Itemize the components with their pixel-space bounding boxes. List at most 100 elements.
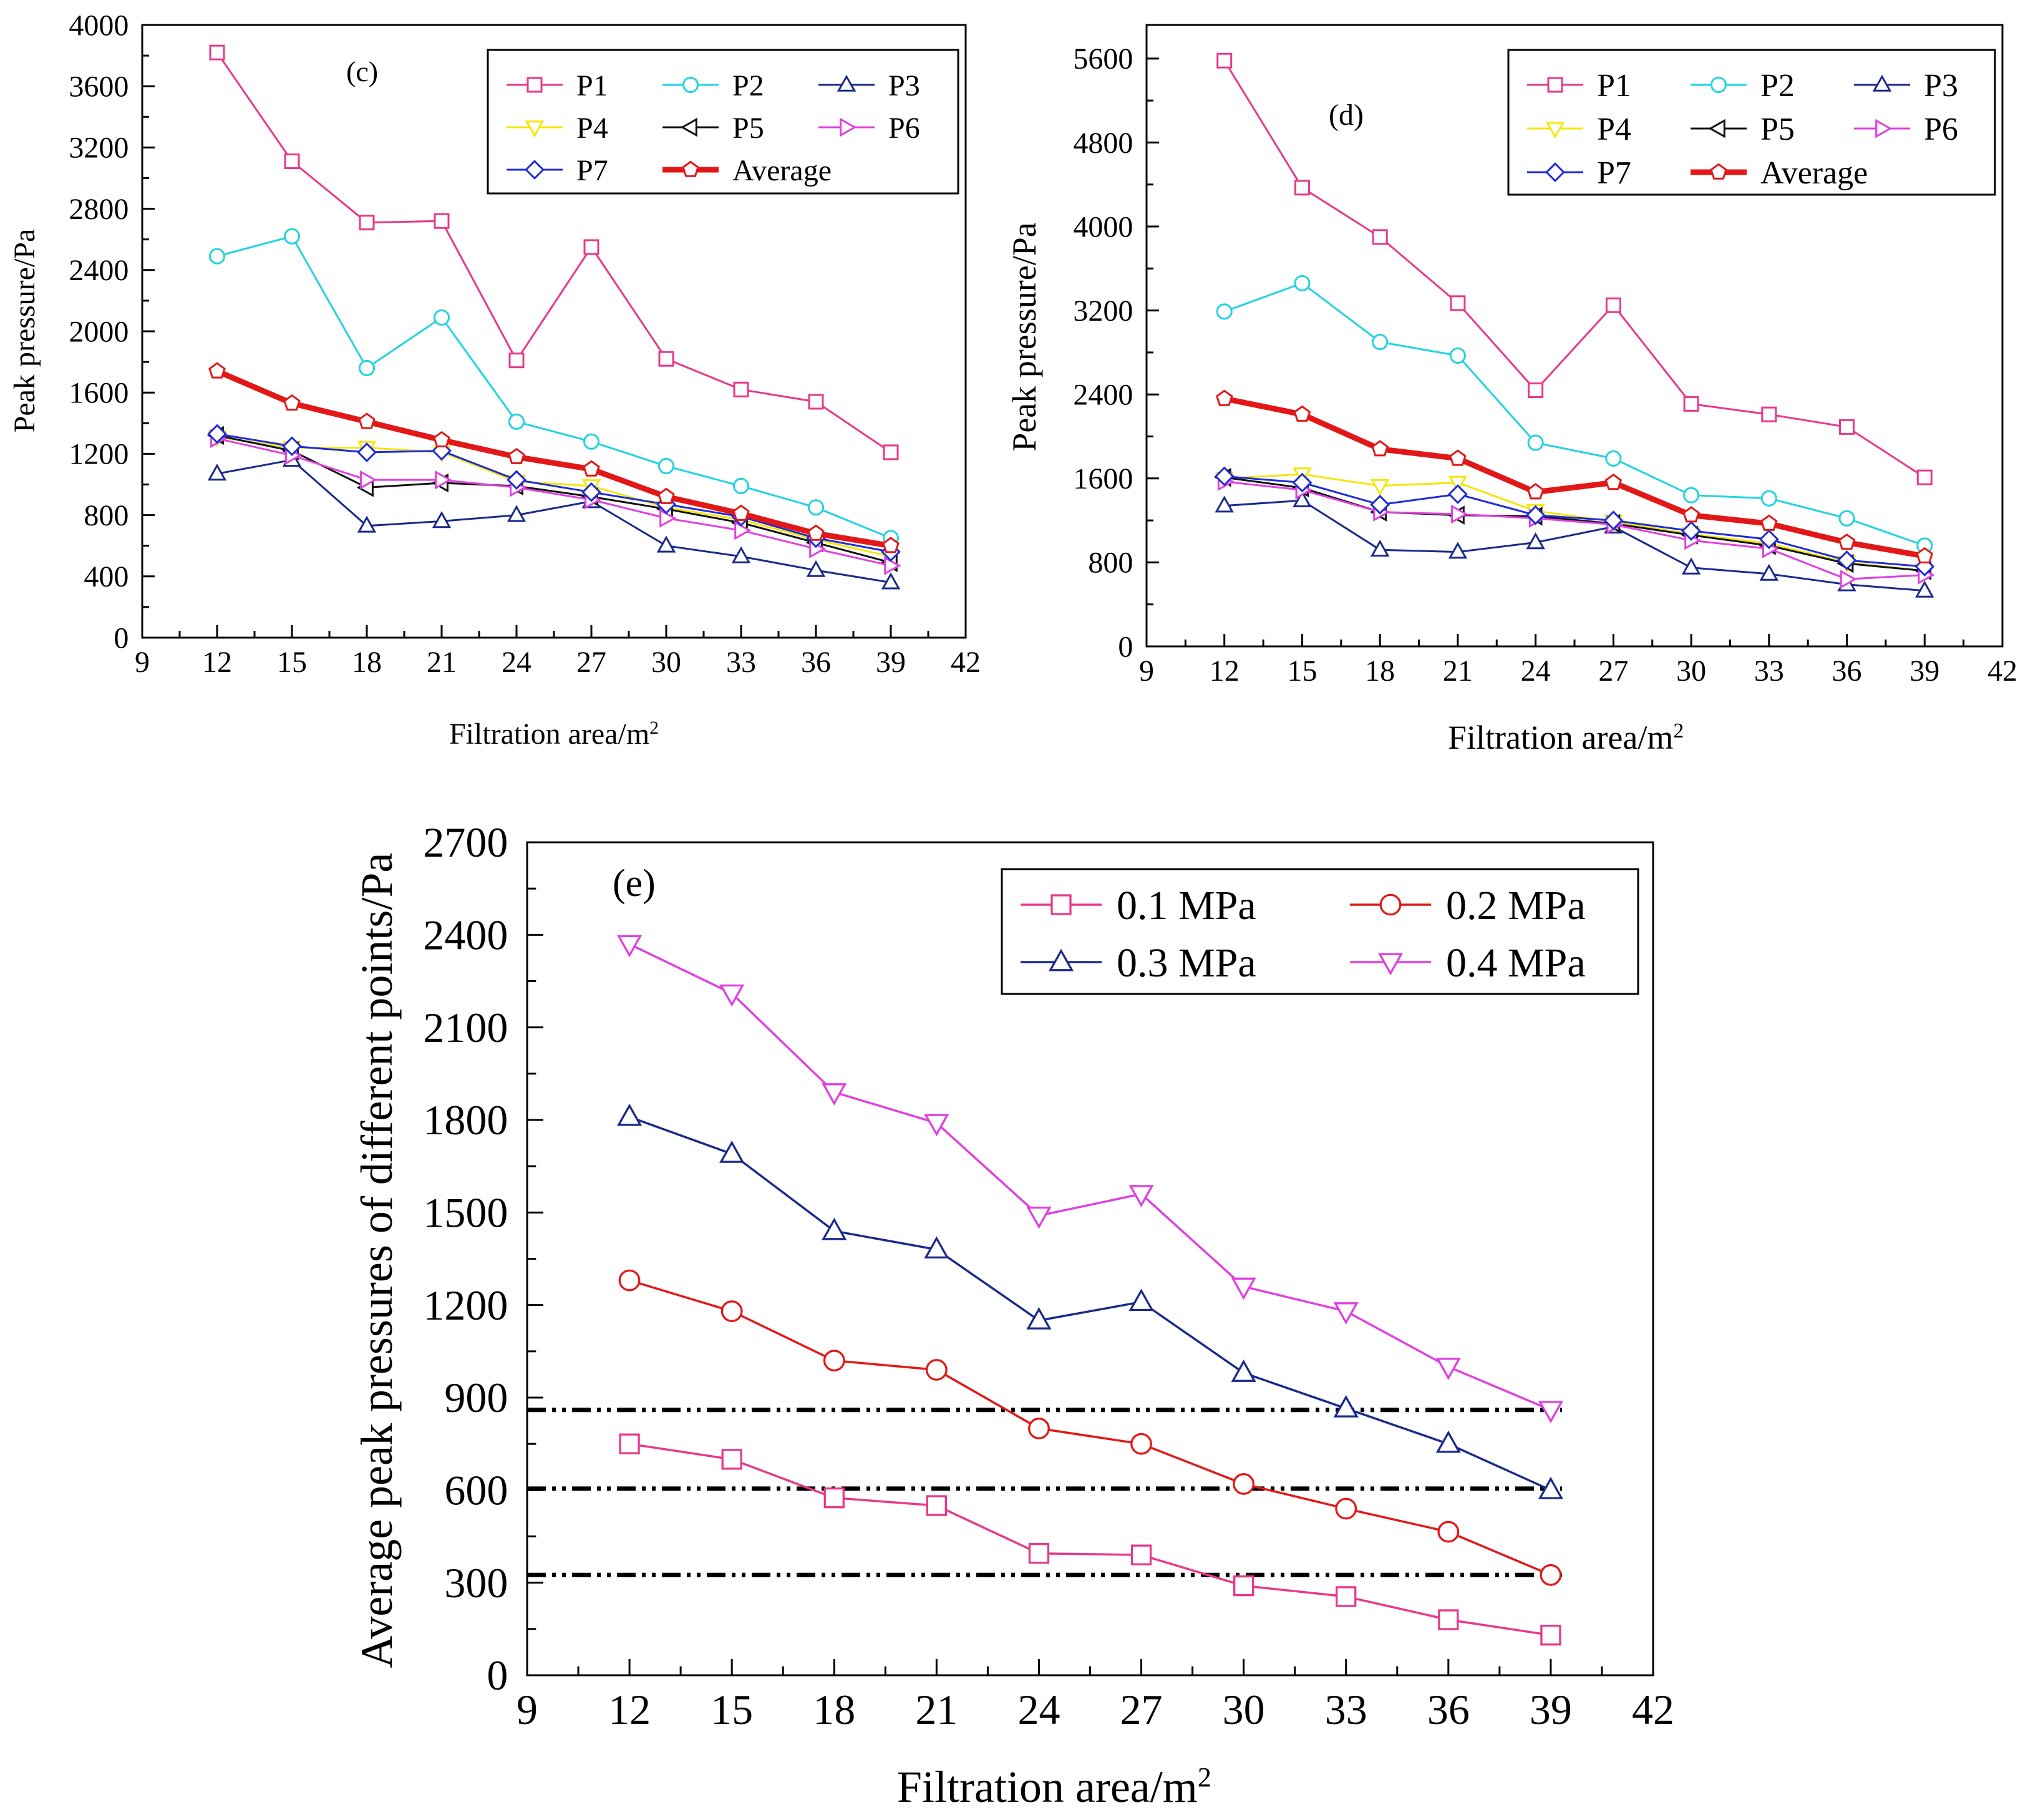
- legend-marker: [1050, 894, 1072, 915]
- series-p3: [1215, 490, 1934, 598]
- data-point: [1293, 405, 1311, 422]
- data-point: [1538, 1476, 1564, 1499]
- legend-item: P5: [662, 112, 764, 145]
- series-average: [1215, 389, 1934, 563]
- data-point: [1761, 406, 1777, 422]
- series-line: [1224, 480, 1925, 580]
- y-tick-label: 2800: [69, 193, 129, 226]
- data-point: [1215, 495, 1234, 513]
- legend-marker: [840, 117, 857, 137]
- data-point: [658, 351, 674, 367]
- x-tick-label: 12: [1210, 655, 1240, 688]
- data-point: [808, 394, 824, 410]
- data-point: [807, 524, 825, 541]
- data-point: [1294, 275, 1311, 291]
- legend-label: Average: [732, 154, 832, 187]
- legend-item: 0.4 MPa: [1350, 940, 1586, 986]
- data-point: [508, 353, 525, 369]
- legend-label: Average: [1760, 155, 1868, 191]
- series-line: [216, 459, 891, 584]
- x-axis-label-text: Filtration area/m: [1448, 719, 1673, 756]
- data-point: [1370, 539, 1390, 557]
- panel-d-chart: 9 12 15 18 21 24 27 30 33 36 39 42 0 800 1600 2400 3200 4…: [1006, 24, 2017, 756]
- data-point: [656, 535, 676, 553]
- legend-box: [1507, 49, 1996, 196]
- data-point: [1450, 295, 1466, 311]
- legend-item: P3: [818, 69, 920, 102]
- legend-marker: [1379, 893, 1402, 916]
- legend-label: P6: [888, 112, 920, 145]
- data-point: [507, 505, 526, 522]
- data-point: [432, 511, 452, 528]
- legend-marker: [1710, 76, 1727, 94]
- y-tick-label: 600: [444, 1466, 508, 1514]
- data-point: [1438, 1609, 1459, 1630]
- data-point: [508, 413, 525, 430]
- legend-label: P2: [1760, 68, 1795, 104]
- data-point: [1128, 1288, 1154, 1311]
- legend-item: P2: [1691, 68, 1795, 104]
- series-line: [216, 437, 891, 567]
- y-tick-label: 300: [444, 1559, 508, 1607]
- series-0-2-mpa: [618, 1269, 1562, 1586]
- data-point: [1370, 494, 1390, 515]
- legend-label: 0.2 MPa: [1446, 883, 1586, 928]
- panel-label: (d): [1329, 99, 1364, 132]
- data-point: [1526, 483, 1545, 500]
- data-point: [1294, 180, 1310, 196]
- y-tick-label: 400: [84, 560, 129, 593]
- series-line: [1224, 475, 1925, 568]
- data-point: [1525, 505, 1546, 525]
- x-axis-label: Filtration area/m2: [1448, 719, 1684, 756]
- panel-label: (e): [613, 862, 656, 905]
- data-point: [1836, 550, 1857, 570]
- legend-marker: [525, 160, 545, 180]
- legend-marker: [526, 77, 543, 93]
- x-tick-label: 18: [813, 1686, 855, 1733]
- y-tick-label: 2000: [69, 315, 129, 348]
- series-0-4-mpa: [616, 935, 1564, 1424]
- y-tick-label: 1600: [1073, 462, 1133, 495]
- legend-label: P2: [732, 69, 764, 102]
- data-point: [1759, 563, 1779, 581]
- legend-label: 0.4 MPa: [1446, 940, 1586, 986]
- data-point: [881, 572, 901, 590]
- series-line: [629, 1116, 1551, 1491]
- legend-item: Average: [662, 154, 832, 187]
- data-point: [1336, 1586, 1357, 1607]
- data-point: [282, 436, 302, 457]
- x-tick-label: 36: [1427, 1686, 1470, 1733]
- y-axis-label: Average peak pressures of different poin…: [352, 853, 402, 1668]
- data-point: [1527, 434, 1544, 451]
- data-point: [657, 487, 675, 504]
- x-tick-label: 30: [1223, 1686, 1265, 1733]
- series-line: [1223, 396, 1926, 559]
- legend-item: P1: [507, 69, 608, 102]
- data-point: [1214, 466, 1235, 487]
- data-point: [1448, 542, 1468, 559]
- data-point: [822, 1217, 847, 1240]
- series-line: [1224, 476, 1925, 572]
- series-line: [1223, 60, 1926, 479]
- data-point: [616, 1103, 643, 1126]
- data-point: [806, 560, 826, 577]
- x-axis-label-text: Filtration area/m: [897, 1762, 1198, 1812]
- y-tick-label: 1500: [423, 1189, 508, 1236]
- data-point: [433, 309, 450, 326]
- data-point: [1233, 1575, 1254, 1597]
- data-point: [1333, 1394, 1359, 1418]
- x-tick-label: 12: [608, 1686, 651, 1733]
- x-axis-label: Filtration area/m2: [897, 1761, 1211, 1812]
- data-point: [1371, 440, 1389, 457]
- data-point: [1028, 1543, 1050, 1564]
- data-point: [807, 499, 825, 516]
- legend-item: P5: [1691, 112, 1795, 147]
- series-line: [1224, 282, 1925, 547]
- series-p1: [209, 44, 899, 460]
- data-point: [583, 433, 600, 450]
- data-point: [358, 412, 376, 429]
- data-point: [1759, 529, 1779, 550]
- data-point: [1449, 347, 1466, 364]
- x-tick-label: 33: [1754, 655, 1784, 688]
- legend-marker: [1710, 163, 1727, 180]
